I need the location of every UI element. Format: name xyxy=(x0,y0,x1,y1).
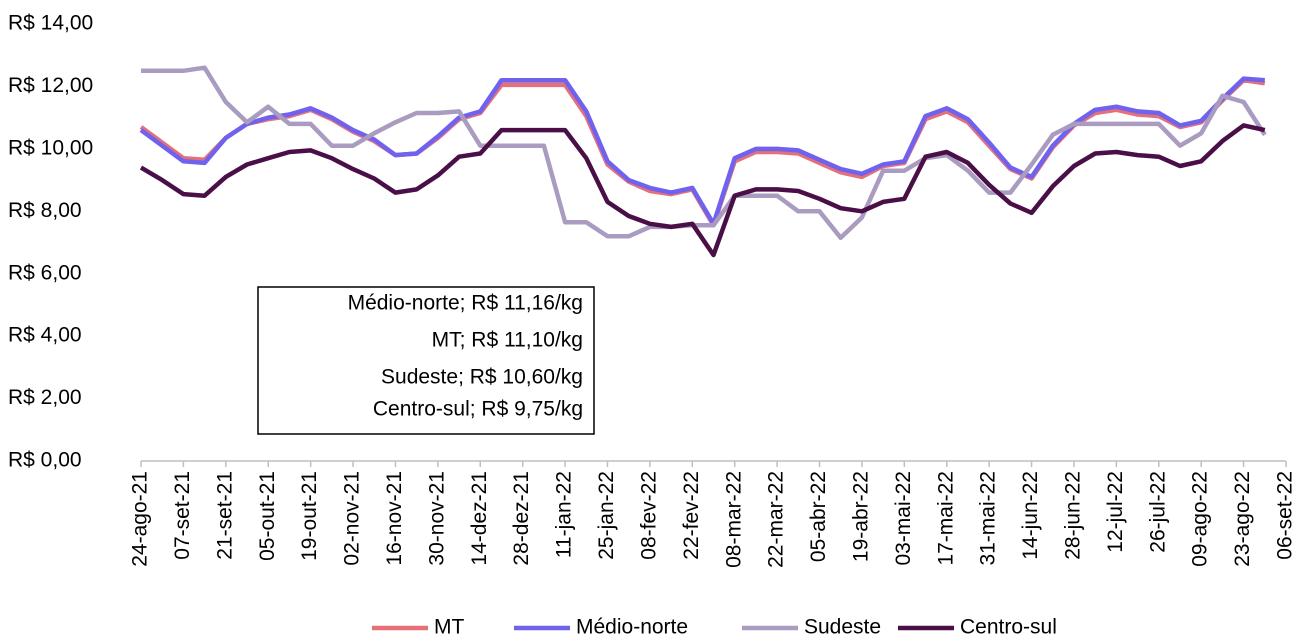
x-tick-label: 08-mar-22 xyxy=(722,471,745,568)
x-tick-label: 28-dez-21 xyxy=(510,471,533,566)
x-tick-label: 03-mai-22 xyxy=(892,471,915,566)
x-tick-label: 25-jan-22 xyxy=(595,471,618,560)
legend-label: Sudeste xyxy=(804,616,881,639)
annotation: MT; R$ 11,10/kg xyxy=(432,329,583,352)
x-tick-label: 02-nov-21 xyxy=(341,471,364,566)
x-tick-label: 16-nov-21 xyxy=(383,471,406,566)
series-line xyxy=(139,123,1266,258)
x-tick-label: 05-out-21 xyxy=(256,471,279,561)
x-tick-label: 05-abr-22 xyxy=(807,471,830,562)
y-tick-label: R$ 14,00 xyxy=(8,12,93,35)
annotation-box xyxy=(257,286,595,435)
annotation: Sudeste; R$ 10,60/kg xyxy=(381,366,583,389)
x-tick-label: 06-set-22 xyxy=(1274,471,1297,560)
x-tick-label: 08-fev-22 xyxy=(637,471,660,560)
y-tick-label: R$ 12,00 xyxy=(8,74,93,97)
legend-label: Médio-norte xyxy=(576,616,688,639)
x-tick-label: 21-set-21 xyxy=(213,471,236,560)
x-tick-label: 17-mai-22 xyxy=(934,471,957,566)
x-tick-label: 22-mar-22 xyxy=(765,471,788,568)
legend-label: Centro-sul xyxy=(960,616,1057,639)
y-tick-label: R$ 0,00 xyxy=(8,449,82,472)
y-tick-label: R$ 4,00 xyxy=(8,324,82,347)
x-tick-label: 24-ago-21 xyxy=(129,471,152,567)
series-line xyxy=(139,76,1265,227)
annotation: Médio-norte; R$ 11,16/kg xyxy=(348,292,583,315)
x-tick-label: 14-jun-22 xyxy=(1019,471,1042,560)
x-tick-label: 31-mai-22 xyxy=(977,471,1000,566)
x-tick-label: 09-ago-22 xyxy=(1189,471,1212,567)
legend-label: MT xyxy=(434,616,464,639)
y-tick-label: R$ 2,00 xyxy=(8,386,82,409)
y-tick-label: R$ 10,00 xyxy=(8,136,93,159)
y-tick-label: R$ 8,00 xyxy=(8,199,82,222)
x-tick-label: 22-fev-22 xyxy=(680,471,703,560)
x-tick-label: 12-jul-22 xyxy=(1104,471,1127,553)
x-tick-label: 11-jan-22 xyxy=(553,471,576,558)
series-line xyxy=(141,65,1267,241)
x-tick-label: 19-out-21 xyxy=(298,471,321,561)
annotation: Centro-sul; R$ 9,75/kg xyxy=(373,398,583,421)
y-tick-label: R$ 6,00 xyxy=(8,261,82,284)
x-tick-label: 07-set-21 xyxy=(171,471,194,560)
x-tick-label: 14-dez-21 xyxy=(468,471,491,566)
x-tick-label: 30-nov-21 xyxy=(425,471,448,566)
x-tick-label: 26-jul-22 xyxy=(1146,471,1169,553)
x-tick-label: 19-abr-22 xyxy=(849,471,872,562)
x-tick-label: 28-jun-22 xyxy=(1062,471,1085,560)
x-tick-label: 23-ago-22 xyxy=(1231,471,1254,567)
